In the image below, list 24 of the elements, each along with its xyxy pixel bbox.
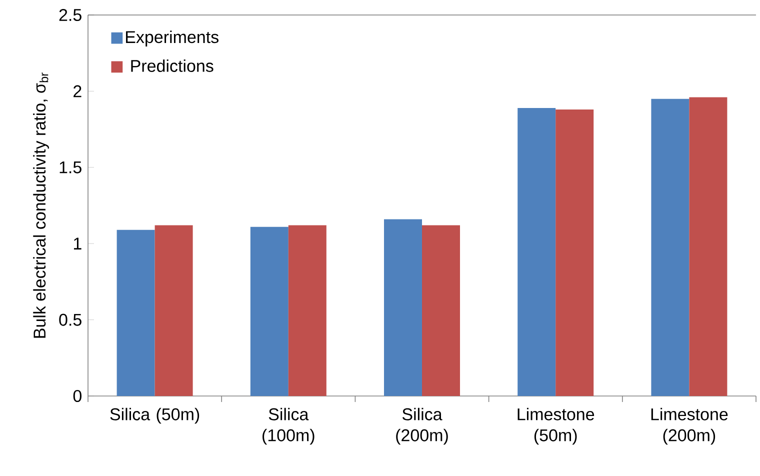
bar: [651, 98, 690, 396]
y-tick-label: 1.5: [60, 161, 82, 174]
y-tick-label: 2.5: [59, 8, 82, 22]
bar: [384, 219, 422, 396]
x-tick-label: Limestone (50m): [518, 408, 594, 445]
bar: [288, 225, 326, 396]
y-tick-label: 0: [73, 390, 82, 402]
y-axis-title: Bulk electrical conductivity ratio, σ$_{br}$: [33, 72, 49, 338]
bar: [518, 108, 556, 396]
legend-label: Experiments: [126, 30, 218, 46]
bar: [250, 226, 288, 396]
x-tick-label: Limestone (200m): [651, 408, 728, 445]
bar: [116, 230, 155, 396]
legend-label: Predictions: [131, 60, 214, 72]
bar: [556, 109, 594, 396]
bar: [689, 97, 728, 396]
y-tick-label: 2: [74, 85, 82, 98]
x-tick-label: Silica (50m): [110, 408, 200, 424]
x-tick-label: Silica (100m): [262, 408, 314, 445]
x-tick-label: Silica (200m): [396, 408, 448, 445]
bar: [422, 225, 460, 396]
y-tick-label: 1: [74, 238, 82, 250]
y-tick-label: 0.5: [59, 314, 82, 326]
bar: [154, 225, 193, 396]
